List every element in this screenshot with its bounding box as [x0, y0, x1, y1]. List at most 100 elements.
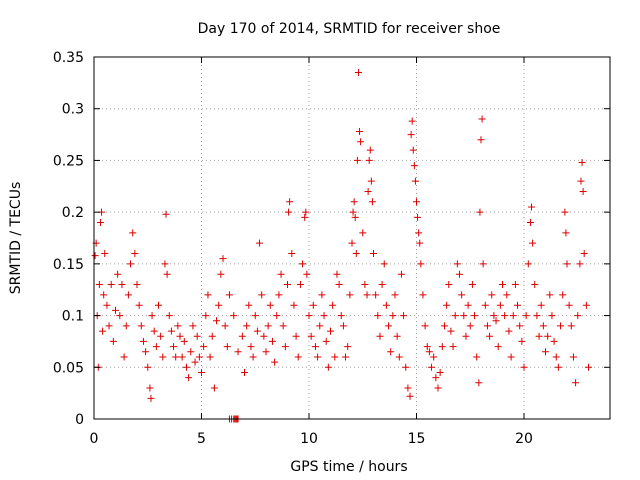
data-point	[557, 322, 565, 330]
data-point	[176, 332, 184, 340]
data-point	[520, 363, 528, 371]
data-point	[127, 260, 135, 268]
data-point	[324, 363, 332, 371]
data-points	[91, 69, 592, 423]
data-point	[316, 322, 324, 330]
data-point	[95, 281, 103, 289]
data-point	[258, 291, 266, 299]
data-point	[329, 301, 337, 309]
data-point	[414, 213, 422, 221]
data-point	[133, 281, 141, 289]
data-point	[494, 343, 502, 351]
data-point	[408, 117, 416, 125]
data-point	[279, 322, 287, 330]
data-point	[507, 353, 515, 361]
data-point	[368, 198, 376, 206]
data-point	[533, 312, 541, 320]
data-point	[191, 358, 199, 366]
data-point	[292, 332, 300, 340]
data-point	[486, 332, 494, 340]
data-point	[331, 353, 339, 361]
data-point	[428, 363, 436, 371]
data-point	[535, 332, 543, 340]
data-point	[490, 312, 498, 320]
data-point	[365, 156, 373, 164]
data-point	[305, 312, 313, 320]
data-point	[409, 146, 417, 154]
data-point	[438, 343, 446, 351]
data-point	[578, 158, 586, 166]
data-point	[122, 322, 130, 330]
data-point	[116, 312, 124, 320]
data-point	[407, 131, 415, 139]
data-point	[411, 177, 419, 185]
x-tick-label: 0	[90, 431, 99, 447]
data-point	[146, 384, 154, 392]
data-point	[311, 343, 319, 351]
data-point	[185, 374, 193, 382]
data-point	[537, 301, 545, 309]
data-point	[147, 394, 155, 402]
data-point	[404, 384, 412, 392]
data-point	[243, 322, 251, 330]
data-point	[516, 322, 524, 330]
data-point	[529, 239, 537, 247]
data-point	[466, 322, 474, 330]
data-point	[139, 337, 147, 345]
data-point	[449, 343, 457, 351]
data-point	[378, 281, 386, 289]
data-point	[585, 363, 592, 371]
data-point	[563, 260, 571, 268]
data-point	[335, 281, 343, 289]
data-point	[230, 312, 238, 320]
data-point	[148, 312, 156, 320]
data-point	[382, 301, 390, 309]
data-point	[415, 229, 423, 237]
data-point	[380, 260, 388, 268]
data-point	[264, 322, 272, 330]
data-point	[262, 348, 270, 356]
data-point	[370, 250, 377, 258]
data-point	[165, 312, 173, 320]
data-point	[572, 379, 580, 387]
data-point	[524, 260, 532, 268]
data-point	[344, 343, 352, 351]
data-point	[281, 343, 289, 351]
data-point	[155, 301, 162, 309]
data-point	[245, 301, 253, 309]
data-point	[468, 281, 476, 289]
data-point	[180, 337, 188, 345]
x-tick-label: 20	[515, 431, 533, 447]
data-point	[477, 136, 485, 144]
y-tick-label: 0.15	[53, 257, 84, 273]
data-point	[314, 353, 322, 361]
data-point	[251, 312, 259, 320]
data-point	[318, 291, 326, 299]
data-point	[397, 270, 405, 278]
data-point	[503, 291, 511, 299]
data-point	[499, 281, 506, 289]
plot-frame	[93, 56, 611, 420]
data-point	[395, 353, 403, 361]
data-point	[451, 312, 459, 320]
data-point	[453, 260, 461, 268]
data-point	[200, 343, 208, 351]
data-point	[357, 138, 365, 146]
data-point	[277, 270, 285, 278]
data-point	[514, 301, 522, 309]
data-point	[416, 239, 424, 247]
data-point	[150, 327, 158, 335]
data-point	[241, 368, 248, 376]
data-point	[539, 322, 547, 330]
data-point	[456, 270, 463, 278]
data-point	[542, 348, 549, 356]
data-point	[413, 198, 420, 206]
data-point	[202, 312, 210, 320]
data-point	[501, 312, 509, 320]
data-point	[462, 332, 470, 340]
data-point	[406, 392, 414, 400]
data-point	[389, 312, 397, 320]
data-point	[577, 177, 585, 185]
data-point	[320, 312, 328, 320]
data-point	[210, 384, 218, 392]
